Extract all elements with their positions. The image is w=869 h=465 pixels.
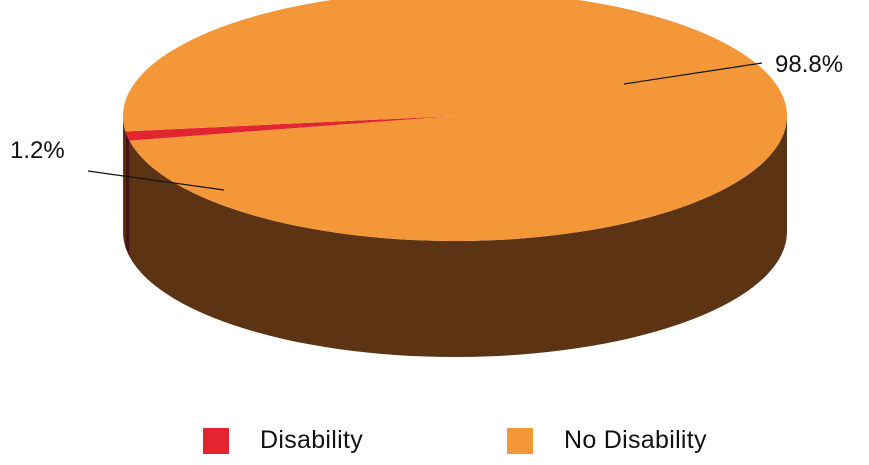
- legend-swatch-no-disability: [507, 427, 533, 454]
- pie-slice-disability: [125, 116, 455, 141]
- legend-item-no-disability: No Disability: [507, 426, 707, 455]
- legend: Disability No Disability: [0, 426, 869, 462]
- legend-label-no-disability: No Disability: [564, 426, 707, 454]
- legend-swatch-disability: [203, 427, 229, 454]
- data-label-disability: 1.2%: [10, 137, 65, 164]
- data-label-no-disability: 98.8%: [775, 51, 843, 78]
- leader-line-no-disability: [623, 62, 763, 85]
- pie-side-disability: [125, 131, 130, 257]
- pie-chart: 1.2% 98.8%: [10, 0, 843, 358]
- legend-item-disability: Disability: [203, 426, 363, 455]
- pie-side-no-disability: [123, 116, 126, 248]
- pie-sides: [123, 116, 788, 358]
- pie-top: [123, 0, 787, 241]
- pie-slice-no-disability: [123, 0, 787, 241]
- leader-lines: [87, 62, 763, 191]
- leader-line-disability: [87, 170, 225, 191]
- pie-side-no-disability: [129, 116, 788, 358]
- legend-label-disability: Disability: [260, 426, 364, 454]
